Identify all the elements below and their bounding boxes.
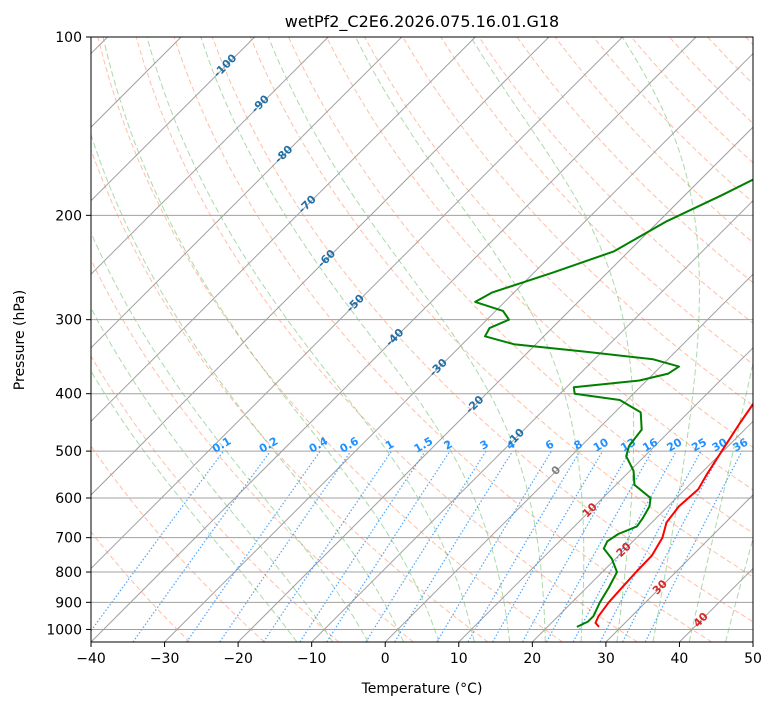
mixing-ratio-line	[262, 450, 392, 642]
mixing-ratio-line	[219, 450, 352, 642]
x-tick-label: 20	[523, 651, 541, 667]
isotherm-line	[164, 52, 753, 642]
mixing-ratio-line	[394, 450, 514, 642]
mixing-ratio-line	[186, 450, 321, 642]
moist-adiabat-line	[91, 133, 405, 642]
x-tick-label: 40	[670, 651, 688, 667]
mixing-ratio-line	[622, 450, 722, 642]
isotherm-line	[91, 37, 476, 423]
y-tick-label: 100	[55, 30, 82, 46]
isotherm-line	[237, 126, 753, 642]
dry-adiabat-line	[91, 445, 265, 642]
x-tick-label: 0	[381, 651, 390, 667]
mixing-ratio-line	[299, 450, 426, 642]
moist-adiabat-line	[146, 37, 475, 642]
isotherm-line	[91, 37, 623, 570]
moist-adiabat-line	[91, 370, 298, 642]
dry-adiabat-line	[211, 37, 753, 623]
isotherm-line	[605, 494, 753, 642]
dry-adiabat-line	[402, 37, 753, 407]
mixing-ratio-line	[521, 450, 631, 642]
mixing-ratio-line	[326, 450, 451, 642]
dry-adiabat-line	[91, 148, 489, 642]
x-tick-label: −10	[297, 651, 327, 667]
y-tick-label: 500	[55, 444, 82, 460]
isotherm-line	[91, 37, 550, 496]
dewpoint-profile-line	[474, 178, 753, 628]
x-tick-label: −40	[76, 651, 106, 667]
moist-adiabat-line	[621, 37, 700, 642]
x-tick-label: 50	[744, 651, 762, 667]
moist-adiabat-line	[200, 37, 511, 642]
isotherm-line	[384, 273, 753, 642]
mixing-ratio-line	[436, 450, 553, 642]
y-tick-label: 800	[55, 565, 82, 581]
dry-adiabat-line	[326, 37, 753, 491]
mixing-ratio-line	[546, 450, 653, 642]
temperature-profile-line	[594, 402, 753, 628]
y-tick-label: 1000	[46, 622, 82, 638]
chart-title: wetPf2_C2E6.2026.075.16.01.G18	[285, 12, 559, 32]
x-tick-label: 10	[450, 651, 468, 667]
mixing-ratio-line	[599, 450, 702, 642]
series-layer	[474, 178, 753, 628]
moist-adiabat-line	[102, 37, 440, 642]
x-axis-label: Temperature (°C)	[361, 681, 483, 697]
dry-adiabat-line	[97, 37, 563, 642]
y-tick-label: 200	[55, 208, 82, 224]
y-tick-label: 400	[55, 387, 82, 403]
dry-adiabat-line	[135, 37, 638, 642]
dry-adiabat-line	[91, 355, 340, 642]
moist-adiabat-line	[355, 37, 585, 642]
isotherm-line	[91, 37, 697, 642]
moist-adiabat-line	[470, 37, 635, 642]
isotherm-line	[91, 37, 329, 275]
mixing-ratio-line	[365, 450, 487, 642]
mixing-ratio-line	[91, 450, 224, 632]
isotherm-line	[91, 37, 256, 202]
mixing-ratio-line	[132, 450, 271, 642]
moist-adiabat-line	[91, 231, 369, 642]
y-tick-label: 700	[55, 531, 82, 547]
moist-adiabat-line	[267, 37, 546, 642]
isotherm-line	[91, 37, 403, 349]
axis-layer: −40 −30 −20 −10 0 10 20 30 40 50 100 200 300 400 500 60…	[46, 30, 762, 667]
plot-frame	[90, 36, 754, 643]
x-tick-label: 30	[597, 651, 615, 667]
x-tick-label: −30	[150, 651, 180, 667]
isotherm-line	[531, 420, 753, 642]
y-tick-label: 300	[55, 313, 82, 329]
y-axis-label: Pressure (hPa)	[12, 290, 28, 390]
grid-layer	[91, 37, 753, 642]
dry-adiabat-line	[249, 37, 753, 578]
x-tick-label: −20	[223, 651, 253, 667]
mixing-ratio-line	[644, 450, 743, 642]
dry-adiabat-line	[478, 37, 753, 324]
dry-adiabat-line	[91, 531, 191, 642]
y-tick-label: 900	[55, 595, 82, 611]
isotherm-line	[311, 199, 753, 642]
dry-adiabat-line	[516, 37, 753, 284]
y-tick-label: 600	[55, 491, 82, 507]
isotherm-line	[458, 347, 753, 642]
